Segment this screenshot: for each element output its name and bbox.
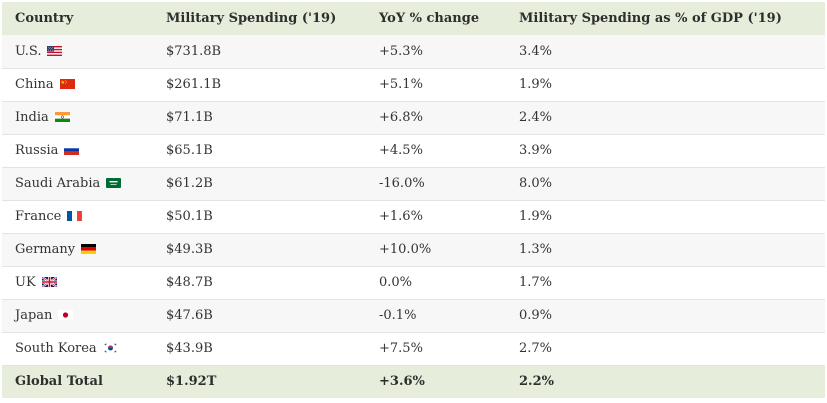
table-row: India $71.1B +6.8% 2.4% — [2, 101, 825, 135]
gdp-share-cell: 1.3% — [506, 233, 825, 267]
yoy-change-cell: +6.8% — [366, 101, 506, 135]
spending-cell: $50.1B — [153, 200, 366, 234]
spending-cell: $71.1B — [153, 101, 366, 135]
country-cell: Saudi Arabia — [2, 167, 153, 201]
country-name: Germany — [15, 242, 76, 257]
japan-flag-icon — [58, 310, 74, 320]
gdp-share-cell: 1.9% — [506, 200, 825, 234]
spending-cell: $61.2B — [153, 167, 366, 201]
country-cell: China — [2, 68, 153, 102]
country-cell: India — [2, 101, 153, 135]
spending-cell: $48.7B — [153, 266, 366, 300]
table-row: France $50.1B +1.6% 1.9% — [2, 200, 825, 234]
gdp-share-cell: 1.9% — [506, 68, 825, 102]
spending-cell: $47.6B — [153, 299, 366, 333]
column-header-spending: Military Spending ('19) — [166, 11, 337, 26]
india-flag-icon — [54, 112, 70, 122]
gdp-share-cell: 3.4% — [506, 35, 825, 69]
column-header-yoy: YoY % change — [379, 11, 480, 26]
country-name: South Korea — [15, 341, 97, 356]
saudi-arabia-flag-icon — [106, 178, 122, 188]
country-name: Japan — [15, 308, 53, 323]
us-flag-icon — [47, 45, 63, 56]
table-row: China $261.1B +5.1% 1.9% — [2, 68, 825, 102]
yoy-change-cell: -16.0% — [366, 167, 506, 201]
table-row: Russia $65.1B +4.5% 3.9% — [2, 134, 825, 168]
column-header-gdp: Military Spending as % of GDP ('19) — [519, 11, 782, 26]
spending-cell: $65.1B — [153, 134, 366, 168]
column-header-country: Country — [15, 11, 74, 26]
table-body: U.S. $731.8B +5.3% 3.4% China $261.1B +5.1% 1.9… — [2, 35, 825, 366]
russia-flag-icon — [64, 145, 80, 155]
yoy-change-cell: 0.0% — [366, 266, 506, 300]
country-cell: UK — [2, 266, 153, 300]
country-cell: South Korea — [2, 332, 153, 366]
yoy-change-cell: +5.1% — [366, 68, 506, 102]
total-label: Global Total — [15, 374, 103, 390]
country-cell: Japan — [2, 299, 153, 333]
country-name: France — [15, 209, 62, 224]
france-flag-icon — [67, 211, 83, 221]
gdp-share-cell: 2.4% — [506, 101, 825, 135]
spending-cell: $261.1B — [153, 68, 366, 102]
country-cell: Russia — [2, 134, 153, 168]
gdp-share-cell: 0.9% — [506, 299, 825, 333]
yoy-change-cell: +5.3% — [366, 35, 506, 69]
spending-cell: $43.9B — [153, 332, 366, 366]
table-row: South Korea $43.9B +7.5% 2.7% — [2, 332, 825, 366]
military-spending-table: Country Military Spending ('19) YoY % ch… — [2, 2, 825, 398]
table-footer: Global Total $1.92T +3.6% 2.2% — [2, 365, 825, 398]
table-row: U.S. $731.8B +5.3% 3.4% — [2, 35, 825, 69]
country-name: Russia — [15, 143, 59, 158]
total-yoy: +3.6% — [379, 374, 425, 390]
total-gdp: 2.2% — [519, 374, 554, 390]
country-cell: Germany — [2, 233, 153, 267]
gdp-share-cell: 3.9% — [506, 134, 825, 168]
yoy-change-cell: +4.5% — [366, 134, 506, 168]
table-row: UK $48.7B 0.0% 1.7% — [2, 266, 825, 300]
country-name: U.S. — [15, 43, 42, 59]
spending-cell: $731.8B — [153, 35, 366, 69]
china-flag-icon — [59, 79, 75, 89]
total-spending: $1.92T — [166, 374, 217, 390]
country-name: UK — [15, 275, 36, 290]
country-cell: U.S. — [2, 35, 153, 69]
spending-cell: $49.3B — [153, 233, 366, 267]
table-row: Saudi Arabia $61.2B -16.0% 8.0% — [2, 167, 825, 201]
gdp-share-cell: 1.7% — [506, 266, 825, 300]
gdp-share-cell: 8.0% — [506, 167, 825, 201]
table-header: Country Military Spending ('19) YoY % ch… — [2, 2, 825, 35]
south-korea-flag-icon — [102, 343, 118, 353]
country-cell: France — [2, 200, 153, 234]
yoy-change-cell: +7.5% — [366, 332, 506, 366]
country-name: China — [15, 77, 54, 92]
table-row: Japan $47.6B -0.1% 0.9% — [2, 299, 825, 333]
table-row: Germany $49.3B +10.0% 1.3% — [2, 233, 825, 267]
total-row: Global Total $1.92T +3.6% 2.2% — [2, 365, 825, 398]
uk-flag-icon — [41, 277, 57, 287]
yoy-change-cell: -0.1% — [366, 299, 506, 333]
yoy-change-cell: +1.6% — [366, 200, 506, 234]
country-name: Saudi Arabia — [15, 176, 101, 191]
germany-flag-icon — [81, 244, 97, 254]
header-row: Country Military Spending ('19) YoY % ch… — [2, 2, 825, 35]
yoy-change-cell: +10.0% — [366, 233, 506, 267]
country-name: India — [15, 110, 49, 125]
gdp-share-cell: 2.7% — [506, 332, 825, 366]
